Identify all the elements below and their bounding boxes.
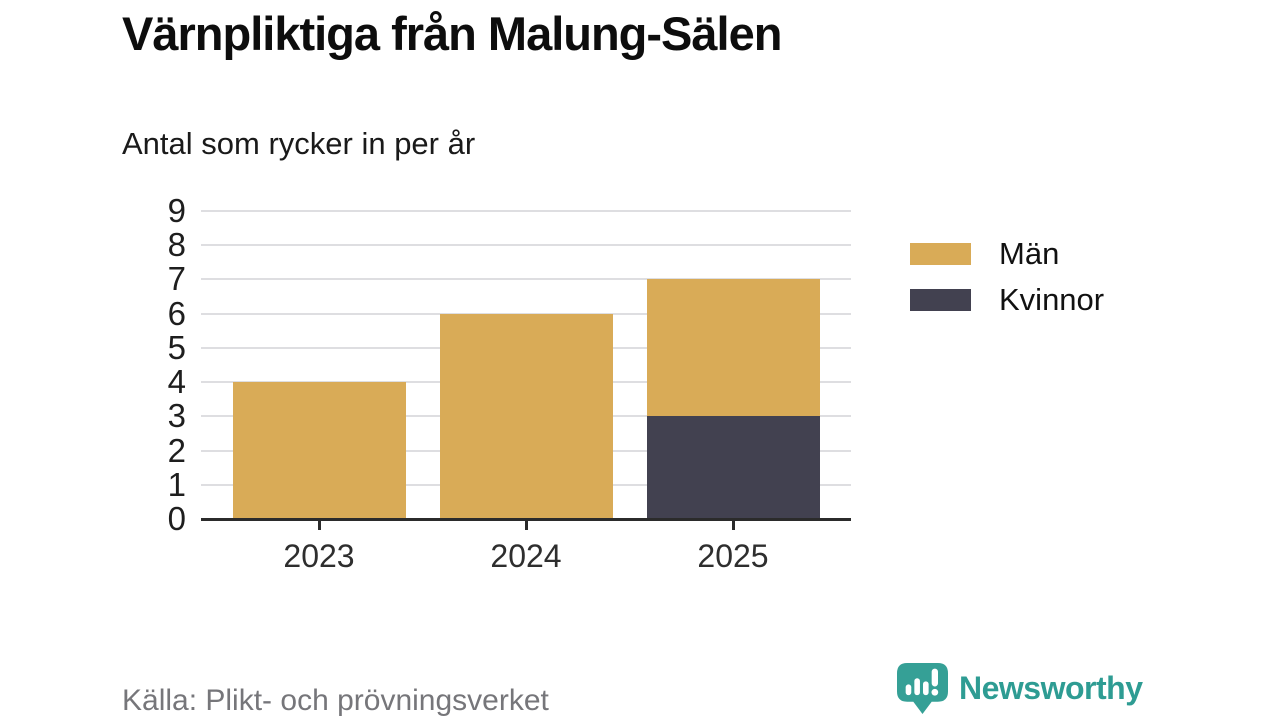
x-axis-line xyxy=(201,517,851,521)
y-tick-label: 1 xyxy=(167,465,186,503)
y-tick-label: 8 xyxy=(167,226,186,264)
newsworthy-wordmark: Newsworthy xyxy=(959,670,1143,706)
x-tick-mark xyxy=(731,520,735,530)
gridline xyxy=(201,244,851,247)
legend: Män Kvinnor xyxy=(910,236,1105,317)
newsworthy-logo: Newsworthy xyxy=(897,663,1143,714)
y-tick-label: 3 xyxy=(167,397,186,435)
bar-segment-män-2025 xyxy=(646,279,820,417)
gridline xyxy=(201,210,851,212)
x-tick-label: 2023 xyxy=(283,538,355,574)
bar-segment-män-2023 xyxy=(232,382,406,519)
chart-subtitle: Antal som rycker in per år xyxy=(122,126,476,161)
x-tick-mark xyxy=(524,520,528,530)
x-tick-label: 2024 xyxy=(490,538,562,574)
y-tick-label: 2 xyxy=(167,431,186,469)
source-note: Källa: Plikt- och prövningsverket xyxy=(122,684,549,717)
y-tick-label: 5 xyxy=(167,328,186,366)
y-tick-label: 7 xyxy=(167,260,186,298)
y-tick-label: 9 xyxy=(167,192,186,229)
y-tick-label: 0 xyxy=(167,500,186,537)
legend-item-män: Män xyxy=(910,236,1104,271)
legend-label: Kvinnor xyxy=(999,282,1105,317)
legend-swatch xyxy=(910,243,971,265)
y-tick-label: 6 xyxy=(167,294,186,332)
legend-item-kvinnor: Kvinnor xyxy=(910,282,1105,317)
x-tick-label: 2025 xyxy=(697,538,769,574)
page-title: Värnpliktiga från Malung-Sälen xyxy=(122,7,782,60)
newsworthy-bubble-chart-icon xyxy=(897,663,948,714)
y-tick-label: 4 xyxy=(167,363,186,401)
gridline xyxy=(201,278,851,281)
x-tick-mark xyxy=(317,520,321,530)
legend-label: Män xyxy=(999,236,1060,271)
bar-segment-män-2024 xyxy=(439,313,613,519)
bar-segment-kvinnor-2025 xyxy=(646,416,820,519)
legend-swatch xyxy=(910,289,971,311)
